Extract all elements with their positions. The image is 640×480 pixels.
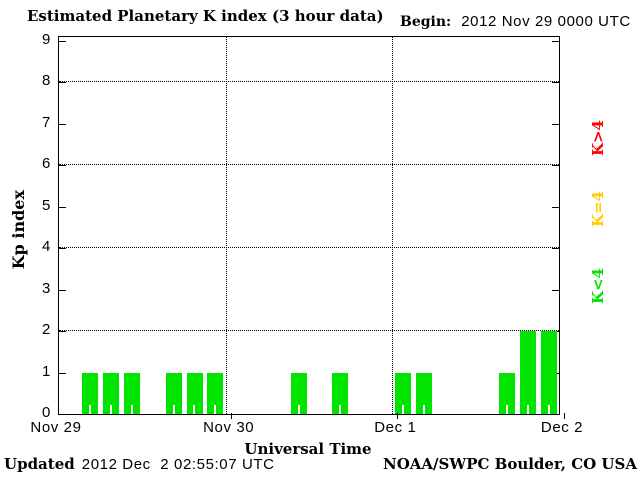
gridline-kp-6 bbox=[59, 164, 559, 165]
kp-bar-2 bbox=[103, 372, 120, 414]
y-tick-left-6 bbox=[59, 165, 66, 166]
y-tick-label-5: 5 bbox=[42, 196, 51, 214]
y-tick-label-9: 9 bbox=[42, 30, 51, 48]
day-boundary-line-nov-30 bbox=[225, 37, 227, 414]
kp-bar-3 bbox=[124, 372, 140, 414]
kp-bar-tick-5 bbox=[172, 405, 175, 414]
begin-value: 2012 Nov 29 0000 UTC bbox=[461, 13, 631, 30]
kp-bar-21 bbox=[499, 372, 515, 414]
kp-bar-tick-11 bbox=[297, 405, 300, 414]
kp-bar-tick-13 bbox=[339, 405, 342, 414]
kp-bar-5 bbox=[165, 372, 182, 414]
updated-row: Updated 2012 Dec 2 02:55:07 UTC bbox=[4, 455, 275, 473]
y-tick-left-5 bbox=[59, 206, 66, 208]
y-tick-label-3: 3 bbox=[42, 279, 51, 297]
y-tick-left-8 bbox=[59, 82, 66, 83]
plot-area bbox=[58, 36, 560, 415]
y-tick-left-3 bbox=[59, 289, 66, 291]
credit-text: NOAA/SWPC Boulder, CO USA bbox=[382, 455, 637, 473]
begin-label: Begin: bbox=[400, 14, 452, 30]
y-tick-right-4 bbox=[552, 248, 559, 249]
y-tick-label-6: 6 bbox=[42, 155, 51, 172]
y-tick-left-2 bbox=[59, 331, 66, 332]
kp-bar-1 bbox=[82, 372, 99, 414]
y-tick-right-9 bbox=[552, 40, 559, 42]
y-tick-label-2: 2 bbox=[42, 321, 51, 338]
kp-bar-tick-23 bbox=[547, 405, 550, 414]
y-tick-right-7 bbox=[552, 123, 559, 125]
kp-bar-tick-7 bbox=[214, 405, 217, 414]
legend-k-gt-4: K>4 bbox=[589, 120, 607, 157]
kp-bar-16 bbox=[394, 372, 411, 414]
day-boundary-line-dec-1 bbox=[392, 37, 394, 414]
x-day-tick-2 bbox=[397, 413, 399, 419]
y-tick-label-7: 7 bbox=[42, 113, 51, 131]
x-tick-label-nov-30: Nov 30 bbox=[203, 419, 255, 436]
y-tick-left-4 bbox=[59, 248, 66, 249]
gridline-kp-2 bbox=[59, 330, 559, 331]
y-tick-right-6 bbox=[552, 165, 559, 166]
y-tick-label-0: 0 bbox=[42, 404, 51, 421]
kp-bar-7 bbox=[207, 372, 224, 414]
kp-bar-tick-2 bbox=[110, 405, 113, 414]
x-day-tick-3 bbox=[564, 413, 565, 419]
kp-bar-11 bbox=[290, 372, 307, 414]
y-tick-label-4: 4 bbox=[42, 238, 51, 255]
kp-bar-tick-16 bbox=[401, 405, 404, 414]
updated-timestamp: 2012 Dec 2 02:55:07 UTC bbox=[81, 456, 275, 473]
y-axis-title: Kp index bbox=[9, 190, 28, 270]
chart-title: Estimated Planetary K index (3 hour data… bbox=[27, 7, 384, 25]
gridline-kp-8 bbox=[59, 81, 559, 82]
kp-bar-tick-21 bbox=[505, 405, 508, 414]
kp-bar-tick-3 bbox=[130, 405, 133, 414]
kp-bar-tick-1 bbox=[89, 405, 92, 414]
y-tick-left-9 bbox=[59, 40, 66, 42]
x-tick-label-dec-2: Dec 2 bbox=[540, 419, 584, 436]
x-axis-title: Universal Time bbox=[244, 440, 372, 458]
kp-bar-13 bbox=[332, 372, 349, 414]
y-tick-label-8: 8 bbox=[42, 72, 51, 89]
kp-bar-22 bbox=[519, 331, 536, 414]
gridline-kp-4 bbox=[59, 247, 559, 248]
x-tick-label-nov-29: Nov 29 bbox=[30, 419, 82, 436]
y-tick-right-5 bbox=[552, 206, 559, 208]
kp-bar-23 bbox=[540, 331, 557, 414]
y-tick-label-1: 1 bbox=[42, 362, 51, 380]
begin-row: Begin: 2012 Nov 29 0000 UTC bbox=[400, 13, 631, 30]
legend-k-eq-4: K=4 bbox=[589, 191, 607, 228]
y-tick-right-3 bbox=[552, 289, 559, 291]
legend-k-lt-4: K<4 bbox=[589, 268, 607, 305]
kp-bar-tick-22 bbox=[526, 405, 529, 414]
x-day-tick-1 bbox=[230, 413, 232, 419]
kp-bar-tick-17 bbox=[422, 405, 425, 414]
y-tick-right-8 bbox=[552, 82, 559, 83]
kp-bar-17 bbox=[415, 372, 432, 414]
y-tick-left-7 bbox=[59, 123, 66, 125]
kp-bar-tick-6 bbox=[193, 405, 196, 414]
kp-bar-6 bbox=[186, 372, 203, 414]
y-tick-left-1 bbox=[59, 372, 66, 374]
updated-label: Updated bbox=[4, 455, 75, 473]
x-tick-label-dec-1: Dec 1 bbox=[374, 419, 417, 436]
